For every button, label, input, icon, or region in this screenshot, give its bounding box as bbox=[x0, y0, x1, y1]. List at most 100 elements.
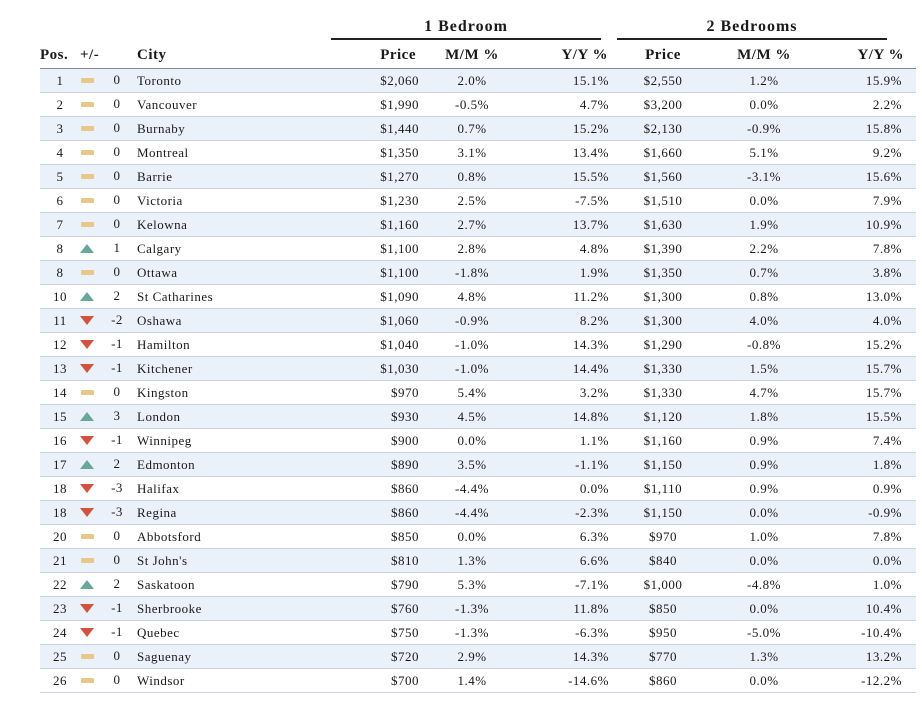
rank-change-cell: -1 bbox=[80, 620, 137, 645]
header-price-2br: Price bbox=[614, 44, 712, 69]
yy-1br-cell: 11.8% bbox=[522, 596, 614, 621]
down-arrow-icon bbox=[80, 627, 95, 637]
city-cell: St John's bbox=[137, 548, 321, 573]
mm-1br-cell: 3.5% bbox=[422, 452, 522, 477]
yy-1br-cell: 13.7% bbox=[522, 212, 614, 237]
yy-2br-cell: 2.2% bbox=[816, 92, 916, 117]
rank-change-value: 0 bbox=[113, 384, 121, 400]
no-change-icon bbox=[80, 76, 95, 85]
mm-1br-cell: 0.0% bbox=[422, 428, 522, 453]
mm-1br-cell: 0.0% bbox=[422, 524, 522, 549]
yy-1br-cell: 15.1% bbox=[522, 68, 614, 93]
yy-1br-cell: -7.1% bbox=[522, 572, 614, 597]
rank-change-value: 0 bbox=[113, 192, 121, 208]
rank-change: -1 bbox=[80, 432, 132, 448]
mm-1br-cell: 2.5% bbox=[422, 188, 522, 213]
price-2br-cell: $1,150 bbox=[614, 452, 712, 477]
no-change-icon bbox=[80, 388, 95, 397]
table-row: 2 0 Vancouver $1,990 -0.5% 4.7% $3,200 0.0% 2.2% bbox=[40, 92, 916, 117]
down-arrow-icon bbox=[80, 339, 95, 349]
header-mm-2br: M/M % bbox=[712, 44, 816, 69]
rank-change-cell: 0 bbox=[80, 260, 137, 285]
mm-1br-cell: 2.8% bbox=[422, 236, 522, 261]
price-2br-cell: $840 bbox=[614, 548, 712, 573]
rank-change-cell: 0 bbox=[80, 140, 137, 165]
mm-1br-cell: 5.4% bbox=[422, 380, 522, 405]
yy-2br-cell: 15.9% bbox=[816, 68, 916, 93]
rank-change-cell: 2 bbox=[80, 572, 137, 597]
yy-1br-cell: 14.3% bbox=[522, 644, 614, 669]
mm-2br-cell: 0.0% bbox=[712, 548, 816, 573]
rank-change-cell: 1 bbox=[80, 236, 137, 261]
mm-2br-cell: 0.0% bbox=[712, 500, 816, 525]
no-change-icon bbox=[80, 124, 95, 133]
price-2br-cell: $770 bbox=[614, 644, 712, 669]
rank-change-value: 0 bbox=[113, 96, 121, 112]
rank-cell: 3 bbox=[40, 116, 80, 141]
rank-change-cell: -1 bbox=[80, 332, 137, 357]
rank-change-cell: -2 bbox=[80, 308, 137, 333]
header-mm-1br: M/M % bbox=[422, 44, 522, 69]
yy-2br-cell: -0.9% bbox=[816, 500, 916, 525]
price-1br-cell: $760 bbox=[321, 596, 422, 621]
rank-cell: 8 bbox=[40, 236, 80, 261]
yy-1br-cell: 4.8% bbox=[522, 236, 614, 261]
rank-change: 0 bbox=[80, 144, 132, 160]
rank-change: 0 bbox=[80, 384, 132, 400]
price-1br-cell: $890 bbox=[321, 452, 422, 477]
header-price-1br: Price bbox=[321, 44, 422, 69]
price-2br-cell: $2,130 bbox=[614, 116, 712, 141]
mm-2br-cell: 4.7% bbox=[712, 380, 816, 405]
rank-change-cell: -3 bbox=[80, 500, 137, 525]
mm-1br-cell: 2.0% bbox=[422, 68, 522, 93]
rank-change-cell: 3 bbox=[80, 404, 137, 429]
table-row: 1 0 Toronto $2,060 2.0% 15.1% $2,550 1.2% 15.9% bbox=[40, 68, 916, 93]
mm-2br-cell: -0.8% bbox=[712, 332, 816, 357]
no-change-icon bbox=[80, 148, 95, 157]
rank-change: 0 bbox=[80, 552, 132, 568]
mm-2br-cell: 0.7% bbox=[712, 260, 816, 285]
up-arrow-icon bbox=[80, 411, 95, 421]
price-2br-cell: $1,120 bbox=[614, 404, 712, 429]
rank-change-value: 3 bbox=[113, 408, 121, 424]
price-1br-cell: $1,990 bbox=[321, 92, 422, 117]
price-2br-cell: $1,300 bbox=[614, 284, 712, 309]
rank-cell: 14 bbox=[40, 380, 80, 405]
rank-change: 2 bbox=[80, 576, 132, 592]
rank-change-value: -1 bbox=[111, 600, 123, 616]
rank-cell: 20 bbox=[40, 524, 80, 549]
rank-change-value: 0 bbox=[113, 72, 121, 88]
rank-change: 1 bbox=[80, 240, 132, 256]
mm-1br-cell: 2.9% bbox=[422, 644, 522, 669]
table-row: 5 0 Barrie $1,270 0.8% 15.5% $1,560 -3.1% 15.6% bbox=[40, 164, 916, 189]
city-cell: Windsor bbox=[137, 668, 321, 693]
rank-change-cell: 0 bbox=[80, 212, 137, 237]
mm-1br-cell: -1.3% bbox=[422, 596, 522, 621]
yy-2br-cell: 3.8% bbox=[816, 260, 916, 285]
rank-change-cell: -1 bbox=[80, 428, 137, 453]
mm-1br-cell: 1.4% bbox=[422, 668, 522, 693]
mm-1br-cell: 3.1% bbox=[422, 140, 522, 165]
mm-2br-cell: 1.0% bbox=[712, 524, 816, 549]
rank-change-cell: 0 bbox=[80, 188, 137, 213]
price-2br-cell: $1,110 bbox=[614, 476, 712, 501]
price-1br-cell: $850 bbox=[321, 524, 422, 549]
price-1br-cell: $1,040 bbox=[321, 332, 422, 357]
rank-change-value: -3 bbox=[111, 504, 123, 520]
city-cell: Toronto bbox=[137, 68, 321, 93]
yy-2br-cell: 13.0% bbox=[816, 284, 916, 309]
table-row: 8 0 Ottawa $1,100 -1.8% 1.9% $1,350 0.7% 3.8% bbox=[40, 260, 916, 285]
city-cell: Halifax bbox=[137, 476, 321, 501]
yy-2br-cell: 4.0% bbox=[816, 308, 916, 333]
rank-change-value: 1 bbox=[113, 240, 121, 256]
yy-1br-cell: 13.4% bbox=[522, 140, 614, 165]
down-arrow-icon bbox=[80, 315, 95, 325]
table-row: 16 -1 Winnipeg $900 0.0% 1.1% $1,160 0.9% 7.4% bbox=[40, 428, 916, 453]
yy-1br-cell: 3.2% bbox=[522, 380, 614, 405]
price-2br-cell: $3,200 bbox=[614, 92, 712, 117]
no-change-icon bbox=[80, 556, 95, 565]
price-1br-cell: $970 bbox=[321, 380, 422, 405]
mm-2br-cell: 0.0% bbox=[712, 596, 816, 621]
yy-1br-cell: 15.2% bbox=[522, 116, 614, 141]
price-2br-cell: $950 bbox=[614, 620, 712, 645]
